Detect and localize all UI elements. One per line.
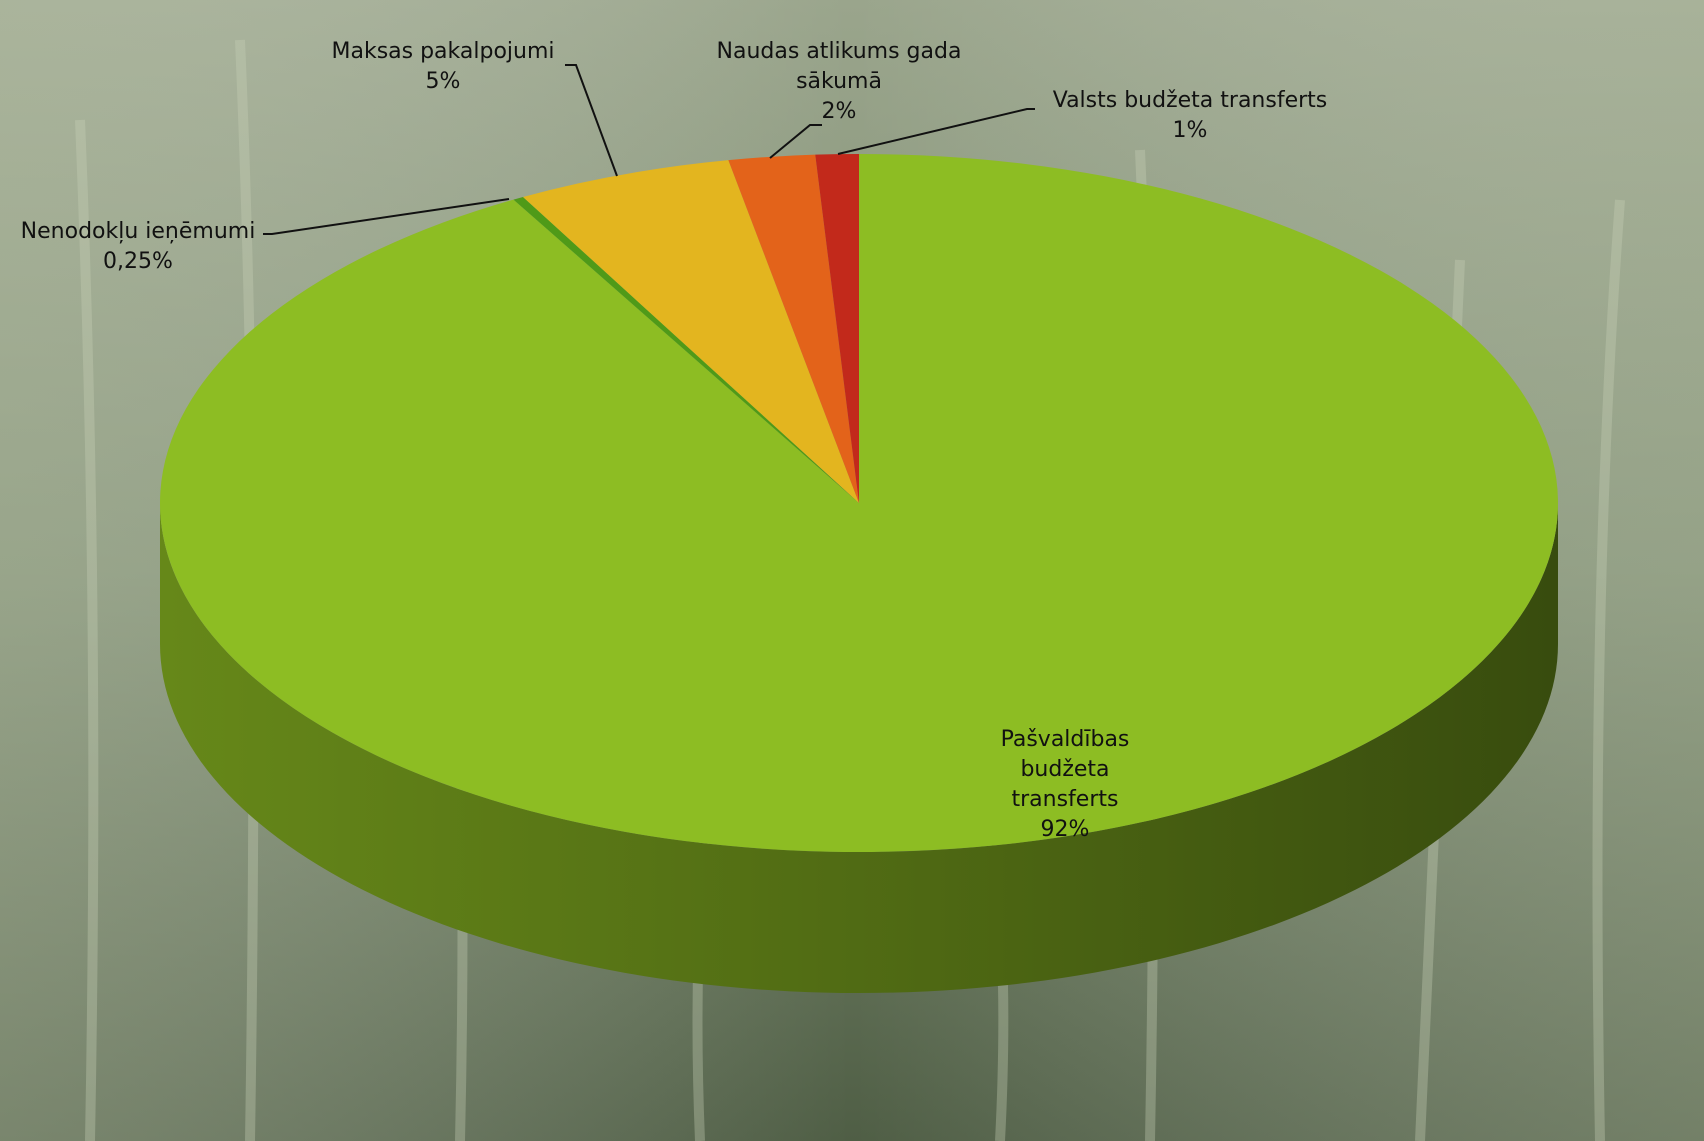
data-label: Naudas atlikums gada sākumā 2% [704, 37, 974, 127]
data-label: Pašvaldības budžeta transferts 92% [965, 725, 1165, 845]
leader-line [565, 64, 618, 177]
data-label: Valsts budžeta transferts 1% [1030, 86, 1350, 146]
label-value: 2% [821, 99, 857, 124]
label-value: 0,25% [103, 249, 173, 274]
label-value: 5% [425, 69, 461, 94]
label-name: Naudas atlikums gada sākumā [716, 39, 962, 94]
pie-slice [815, 154, 859, 503]
label-name: Maksas pakalpojumi [331, 39, 555, 64]
data-label: Nenodokļu ieņēmumi 0,25% [0, 217, 288, 277]
pie-slice [728, 154, 859, 503]
leader-line [263, 198, 510, 235]
leader-line [837, 108, 1035, 155]
label-value: 1% [1172, 118, 1208, 143]
leader-line [769, 124, 822, 159]
pie-slice [513, 196, 859, 504]
pie-side [160, 503, 1558, 993]
label-name: Nenodokļu ieņēmumi [20, 219, 256, 244]
label-name: Valsts budžeta transferts [1052, 88, 1328, 113]
data-label: Maksas pakalpojumi 5% [293, 37, 593, 97]
pie-slice [159, 154, 1558, 853]
label-value: 92% [1040, 817, 1090, 842]
label-name: Pašvaldības budžeta transferts [1000, 727, 1130, 812]
pie-slice [523, 160, 859, 503]
